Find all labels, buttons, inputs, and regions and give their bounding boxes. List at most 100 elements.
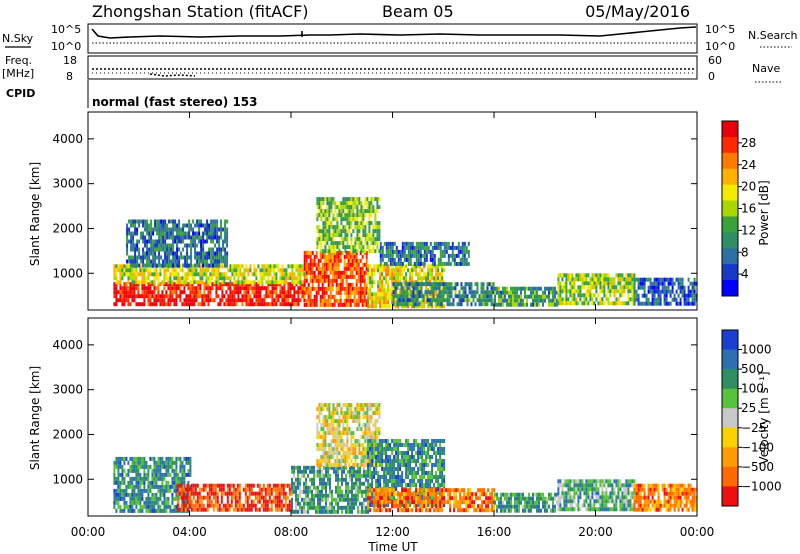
heatmap-cell	[215, 268, 218, 273]
heatmap-cell	[119, 286, 122, 291]
heatmap-cell	[234, 487, 237, 492]
heatmap-cell	[379, 443, 382, 447]
heatmap-cell	[267, 290, 270, 295]
heatmap-cell	[297, 501, 299, 506]
heatmap-cell	[573, 293, 576, 298]
heatmap-cell	[233, 294, 236, 299]
heatmap-cell	[141, 272, 144, 277]
heatmap-cell	[309, 294, 312, 299]
heatmap-cell	[339, 505, 341, 510]
heatmap-cell	[437, 272, 440, 277]
heatmap-cell	[370, 249, 373, 254]
heatmap-cell	[132, 263, 135, 268]
heatmap-cell	[414, 302, 417, 307]
heatmap-cell	[127, 294, 130, 299]
heatmap-cell	[613, 285, 616, 290]
heatmap-cell	[368, 407, 371, 412]
heatmap-cell	[591, 293, 594, 298]
heatmap-cell	[524, 294, 526, 299]
heatmap-cell	[659, 293, 662, 298]
heatmap-cell	[341, 505, 343, 510]
heatmap-cell	[220, 255, 223, 260]
heatmap-cell	[181, 468, 184, 473]
heatmap-cell	[407, 268, 410, 273]
heatmap-cell	[400, 282, 403, 287]
heatmap-cell	[369, 451, 372, 455]
heatmap-cell	[544, 290, 546, 295]
heatmap-cell	[352, 431, 355, 436]
heatmap-cell	[412, 282, 415, 287]
heatmap-cell	[212, 247, 215, 252]
heatmap-cell	[339, 282, 342, 287]
heatmap-cell	[223, 294, 226, 299]
heatmap-cell	[295, 505, 297, 510]
heatmap-cell	[299, 280, 302, 285]
heatmap-cell	[337, 501, 339, 506]
heatmap-cell	[571, 289, 574, 294]
heatmap-cell	[417, 264, 420, 269]
heatmap-cell	[621, 293, 624, 298]
heatmap-cell	[176, 483, 179, 488]
heatmap-cell	[585, 301, 588, 306]
heatmap-cell	[374, 423, 377, 428]
heatmap-cell	[160, 223, 163, 228]
heatmap-cell	[307, 286, 310, 291]
heatmap-cell	[246, 503, 249, 508]
heatmap-cell	[442, 294, 445, 299]
heatmap-cell	[326, 415, 329, 420]
heatmap-cell	[643, 293, 646, 298]
heatmap-cell	[198, 235, 201, 240]
heatmap-cell	[324, 455, 327, 460]
heatmap-cell	[369, 284, 372, 289]
heatmap-cell	[362, 455, 365, 460]
heatmap-cell	[113, 294, 116, 299]
heatmap-cell	[332, 431, 335, 436]
heatmap-cell	[149, 280, 152, 285]
heatmap-cell	[291, 505, 293, 510]
heatmap-cell	[303, 266, 306, 271]
heatmap-cell	[412, 298, 415, 303]
heatmap-cell	[453, 261, 456, 266]
heatmap-cell	[359, 294, 362, 299]
heatmap-cell	[141, 504, 144, 509]
heatmap-cell	[183, 464, 186, 469]
heatmap-cell	[196, 255, 199, 260]
heatmap-cell	[186, 483, 189, 488]
heatmap-cell	[358, 427, 361, 432]
heatmap-cell	[140, 255, 143, 260]
heatmap-cell	[210, 263, 213, 268]
heatmap-cell	[125, 286, 128, 291]
heatmap-cell	[363, 270, 366, 275]
heatmap-cell	[261, 280, 264, 285]
heatmap-cell	[357, 485, 359, 490]
heatmap-cell	[167, 504, 170, 509]
heatmap-cell	[119, 264, 122, 269]
heatmap-cell	[194, 483, 197, 488]
heatmap-cell	[220, 219, 223, 224]
heatmap-cell	[571, 301, 574, 306]
heatmap-cell	[516, 294, 518, 299]
heatmap-cell	[366, 197, 369, 202]
heatmap-cell	[177, 276, 180, 281]
heatmap-cell	[139, 302, 142, 307]
heatmap-cell	[363, 465, 365, 470]
heatmap-cell	[218, 243, 221, 248]
heatmap-cell	[362, 221, 365, 226]
heatmap-cell	[208, 503, 211, 508]
heatmap-cell	[465, 249, 468, 254]
heatmap-cell	[179, 480, 182, 485]
heatmap-cell	[377, 451, 380, 455]
heatmap-cell	[685, 297, 688, 302]
heatmap-cell	[150, 219, 153, 224]
heatmap-cell	[439, 272, 442, 277]
heatmap-cell	[305, 266, 308, 271]
heatmap-cell	[155, 492, 158, 497]
heatmap-cell	[343, 497, 345, 502]
heatmap-cell	[393, 284, 396, 289]
heatmap-cell	[216, 227, 219, 232]
heatmap-cell	[340, 411, 343, 416]
heatmap-cell	[350, 459, 353, 464]
heatmap-cell	[219, 302, 222, 307]
heatmap-cell	[155, 500, 158, 505]
heatmap-cell	[349, 270, 352, 275]
